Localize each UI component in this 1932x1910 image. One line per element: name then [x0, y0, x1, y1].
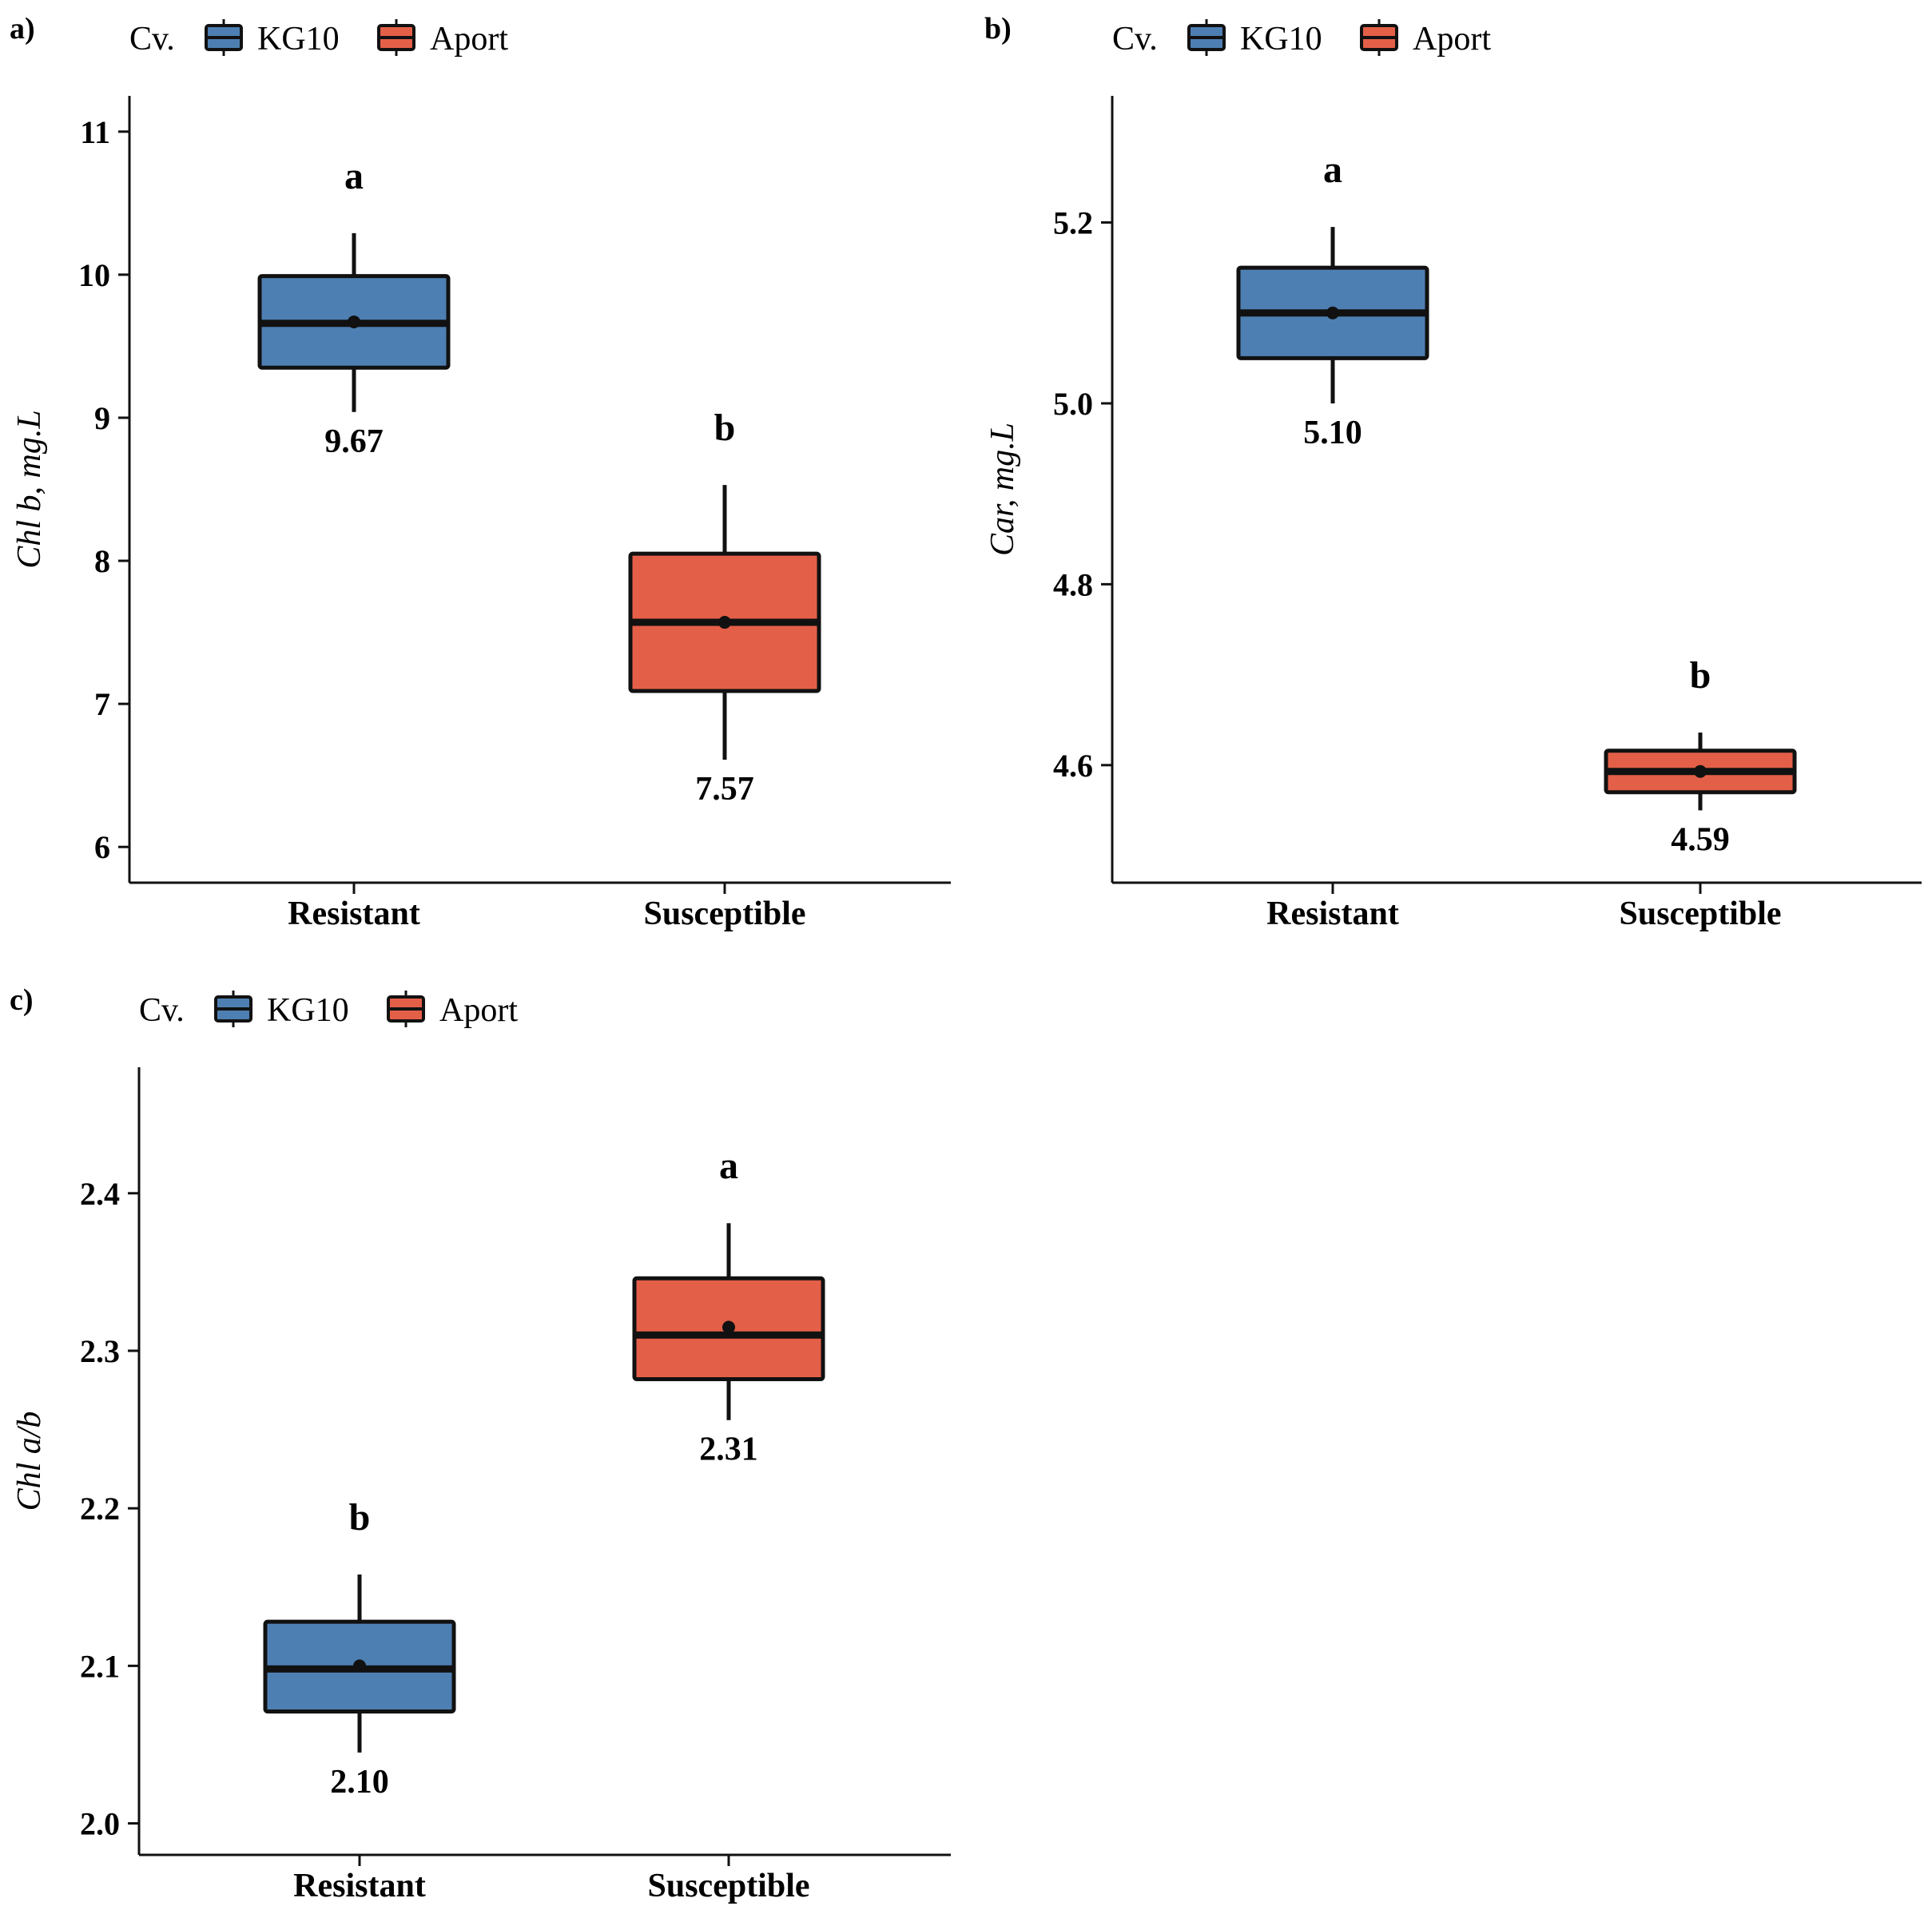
legend-title: Cv.: [139, 992, 185, 1029]
mean-label: 4.59: [1671, 821, 1730, 858]
legend-key-kg10: [1187, 19, 1226, 56]
box-resistant: 2.10 b: [263, 1496, 456, 1801]
mean-point: [1694, 764, 1707, 778]
panel-label: c): [10, 983, 34, 1017]
legend-label-aport: Aport: [439, 992, 518, 1029]
mean-point: [353, 1659, 366, 1673]
x-tick-label: Susceptible: [647, 1868, 809, 1904]
significance-letter: b: [1690, 654, 1711, 697]
mean-point: [722, 1320, 735, 1334]
significance-letter: a: [719, 1145, 738, 1187]
legend: Cv. KG10 Aport: [129, 19, 508, 58]
x-tick-label: Resistant: [293, 1868, 426, 1904]
y-tick-label: 4.6: [1053, 748, 1093, 784]
y-tick-label: 2.1: [80, 1648, 120, 1684]
x-tick-label: Resistant: [1266, 895, 1399, 932]
box-resistant: 9.67 a: [257, 155, 451, 460]
y-axis-label: Car, mg.L: [984, 423, 1021, 556]
chart-panel-a: a) Cv. KG10 Aport 6 7 8 9 10 11 Chl b, mg.L Resista…: [10, 12, 951, 932]
x-tick-label: Resistant: [288, 895, 420, 932]
mean-label: 2.31: [699, 1432, 758, 1468]
y-tick-label: 10: [78, 257, 110, 293]
chart-panel-c: c) Cv. KG10 Aport 2.0 2.1 2.2 2.3 2.4 Chl a/b Resi…: [10, 983, 951, 1904]
legend-label-kg10: KG10: [1240, 21, 1322, 58]
box-resistant: 5.10 a: [1236, 149, 1429, 451]
y-tick-label: 9: [94, 400, 110, 436]
y-tick-label: 2.3: [80, 1333, 120, 1369]
y-tick-label: 5.2: [1053, 205, 1093, 241]
legend-label-aport: Aport: [1413, 21, 1491, 58]
legend-title: Cv.: [1112, 21, 1158, 58]
legend-title: Cv.: [129, 21, 175, 58]
y-tick-label: 7: [94, 686, 110, 722]
box-susceptible: 4.59 b: [1604, 654, 1797, 858]
legend-label-aport: Aport: [430, 21, 508, 58]
y-tick-label: 8: [94, 543, 110, 579]
significance-letter: b: [349, 1496, 371, 1539]
legend-key-aport: [387, 991, 425, 1027]
y-tick-label: 2.2: [80, 1491, 120, 1527]
mean-point: [718, 616, 731, 629]
y-tick-label: 5.0: [1053, 386, 1093, 422]
y-axis-label: Chl a/b: [11, 1412, 48, 1511]
box-susceptible: 7.57 b: [628, 407, 821, 808]
legend-key-kg10: [214, 991, 252, 1027]
x-tick-label: Susceptible: [1619, 895, 1781, 932]
mean-label: 2.10: [330, 1764, 389, 1801]
significance-letter: a: [1323, 149, 1342, 191]
legend-key-aport: [377, 19, 415, 56]
y-tick-label: 2.4: [80, 1176, 120, 1212]
legend: Cv. KG10 Aport: [1112, 19, 1491, 58]
mean-label: 7.57: [695, 771, 754, 808]
legend-key-kg10: [205, 19, 243, 56]
box-susceptible: 2.31 a: [632, 1145, 825, 1468]
panel-label: a): [10, 12, 35, 46]
mean-label: 9.67: [324, 423, 384, 460]
y-tick-label: 4.8: [1053, 566, 1093, 602]
legend-key-aport: [1360, 19, 1398, 56]
y-tick-label: 11: [80, 114, 110, 150]
x-tick-label: Susceptible: [643, 895, 805, 932]
mean-point: [1326, 306, 1339, 320]
legend-label-kg10: KG10: [257, 21, 340, 58]
y-tick-label: 6: [94, 829, 110, 865]
mean-label: 5.10: [1303, 415, 1362, 451]
y-axis-label: Chl b, mg.L: [11, 410, 48, 568]
significance-letter: a: [344, 155, 364, 197]
mean-point: [348, 315, 360, 328]
y-tick-label: 2.0: [80, 1806, 120, 1842]
panel-label: b): [984, 12, 1012, 46]
significance-letter: b: [714, 407, 736, 449]
chart-panel-b: b) Cv. KG10 Aport 4.6 4.8 5.0 5.2 Car, mg.L Resis…: [984, 12, 1922, 932]
legend: Cv. KG10 Aport: [139, 991, 518, 1029]
legend-label-kg10: KG10: [267, 992, 349, 1029]
